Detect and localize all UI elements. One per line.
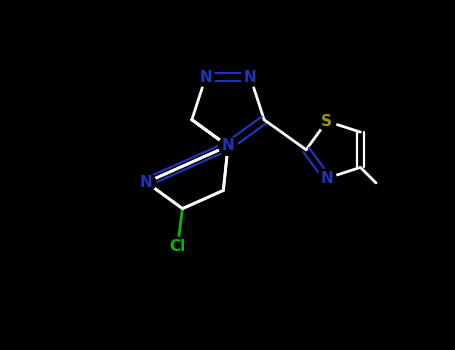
- Circle shape: [168, 237, 187, 256]
- Circle shape: [219, 136, 238, 155]
- Text: N: N: [244, 70, 257, 85]
- Circle shape: [196, 68, 215, 86]
- Text: S: S: [321, 114, 332, 129]
- Circle shape: [318, 112, 336, 131]
- Text: N: N: [140, 175, 153, 190]
- Circle shape: [318, 169, 336, 188]
- Circle shape: [241, 68, 260, 86]
- Circle shape: [137, 173, 156, 192]
- Text: N: N: [222, 139, 234, 154]
- Text: Cl: Cl: [169, 239, 186, 254]
- Text: N: N: [199, 70, 212, 85]
- Text: N: N: [320, 171, 333, 186]
